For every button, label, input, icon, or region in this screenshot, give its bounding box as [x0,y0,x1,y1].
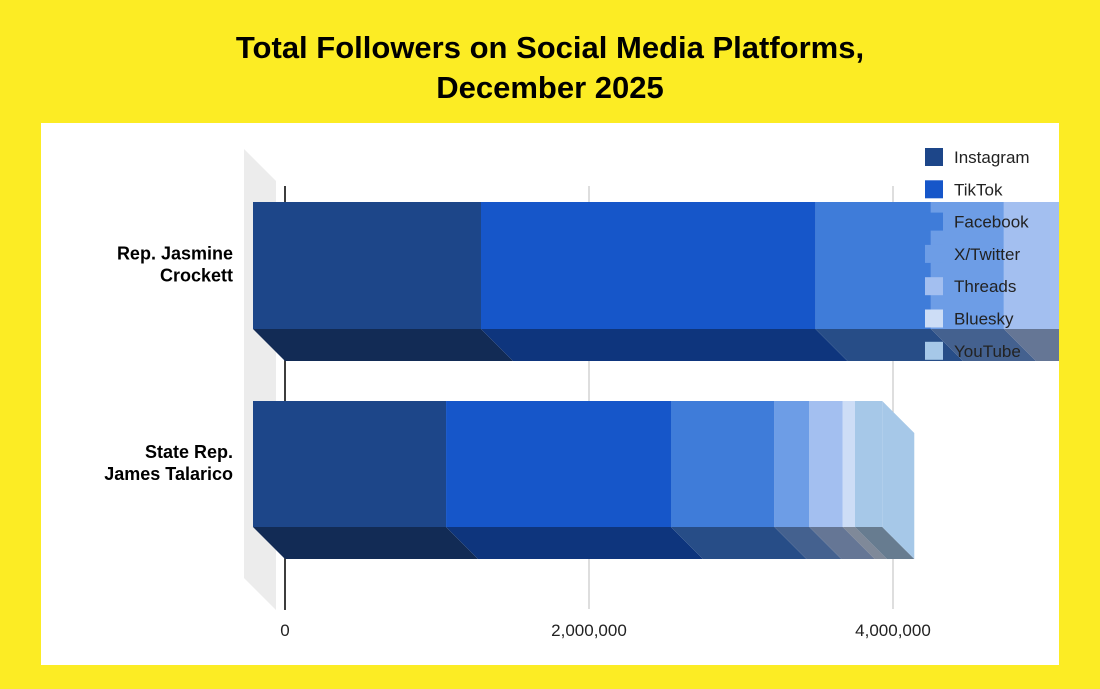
bar-1-instagram-segment [253,202,481,329]
category-label-2-line-2: James Talarico [104,464,233,484]
legend-label-3: Facebook [954,213,1029,232]
bar-1-xtwitter-bottom [930,329,1036,361]
category-label-2-line-1: State Rep. [145,442,233,462]
legend-swatch-7 [925,341,943,360]
bar-2-youtube-segment [854,401,883,527]
bar-2-facebook-segment [671,401,775,527]
legend-label-1: Instagram [954,148,1030,167]
bar-2-xtwitter-segment [774,401,810,527]
category-label-1-line-2: Crockett [160,266,233,286]
bar-2-bluesky-bottom [842,527,887,559]
chart-title-line-1: Total Followers on Social Media Platform… [235,30,865,65]
bar-2-facebook-bottom [671,527,807,559]
x-tick-label-2: 4,000,000 [855,621,931,640]
legend-label-4: X/Twitter [954,245,1020,264]
legend-label-7: YouTube [954,342,1021,361]
bar-2-threads-bottom [809,527,875,559]
x-tick-label-0: 0 [280,621,289,640]
bar-2-instagram-bottom [253,527,479,559]
bar-1-tiktok-segment [481,202,816,329]
bar-2-threads-segment [809,401,843,527]
bar-2-instagram-segment [253,401,447,527]
legend-swatch-5 [925,277,943,296]
legend-swatch-3 [925,212,943,231]
bar-1-instagram-bottom [253,329,513,361]
bar-2-xtwitter-bottom [774,527,842,559]
legend-label-2: TikTok [954,180,1003,199]
legend-swatch-6 [925,309,943,328]
bar-1-tiktok-bottom [481,329,848,361]
bar-2-end-face [882,401,915,559]
bar-1-facebook-segment [815,202,931,329]
chart-panel: Rep. Jasmine Crockett State Rep. James Tala… [41,123,1059,665]
legend-swatch-1 [925,148,943,166]
chart-title-line-2: December 2025 [436,70,664,105]
bar-1-threads-bottom [1003,329,1059,361]
category-label-1-line-1: Rep. Jasmine [117,244,233,264]
bar-2-tiktok-bottom [446,527,703,559]
legend-swatch-2 [925,180,943,199]
bar-1-xtwitter-segment [930,202,1004,329]
chart-title: Total Followers on Social Media Platform… [0,28,1100,108]
bar-2-youtube-bottom [854,527,915,559]
legend-label-6: Bluesky [954,310,1014,329]
bar-1-threads-segment [1003,202,1059,329]
legend-label-5: Threads [954,277,1016,296]
bar-2-tiktok-segment [446,401,671,527]
bar-2-bluesky-segment [842,401,855,527]
x-tick-label-1: 2,000,000 [551,621,627,640]
legend-swatch-4 [925,244,943,263]
